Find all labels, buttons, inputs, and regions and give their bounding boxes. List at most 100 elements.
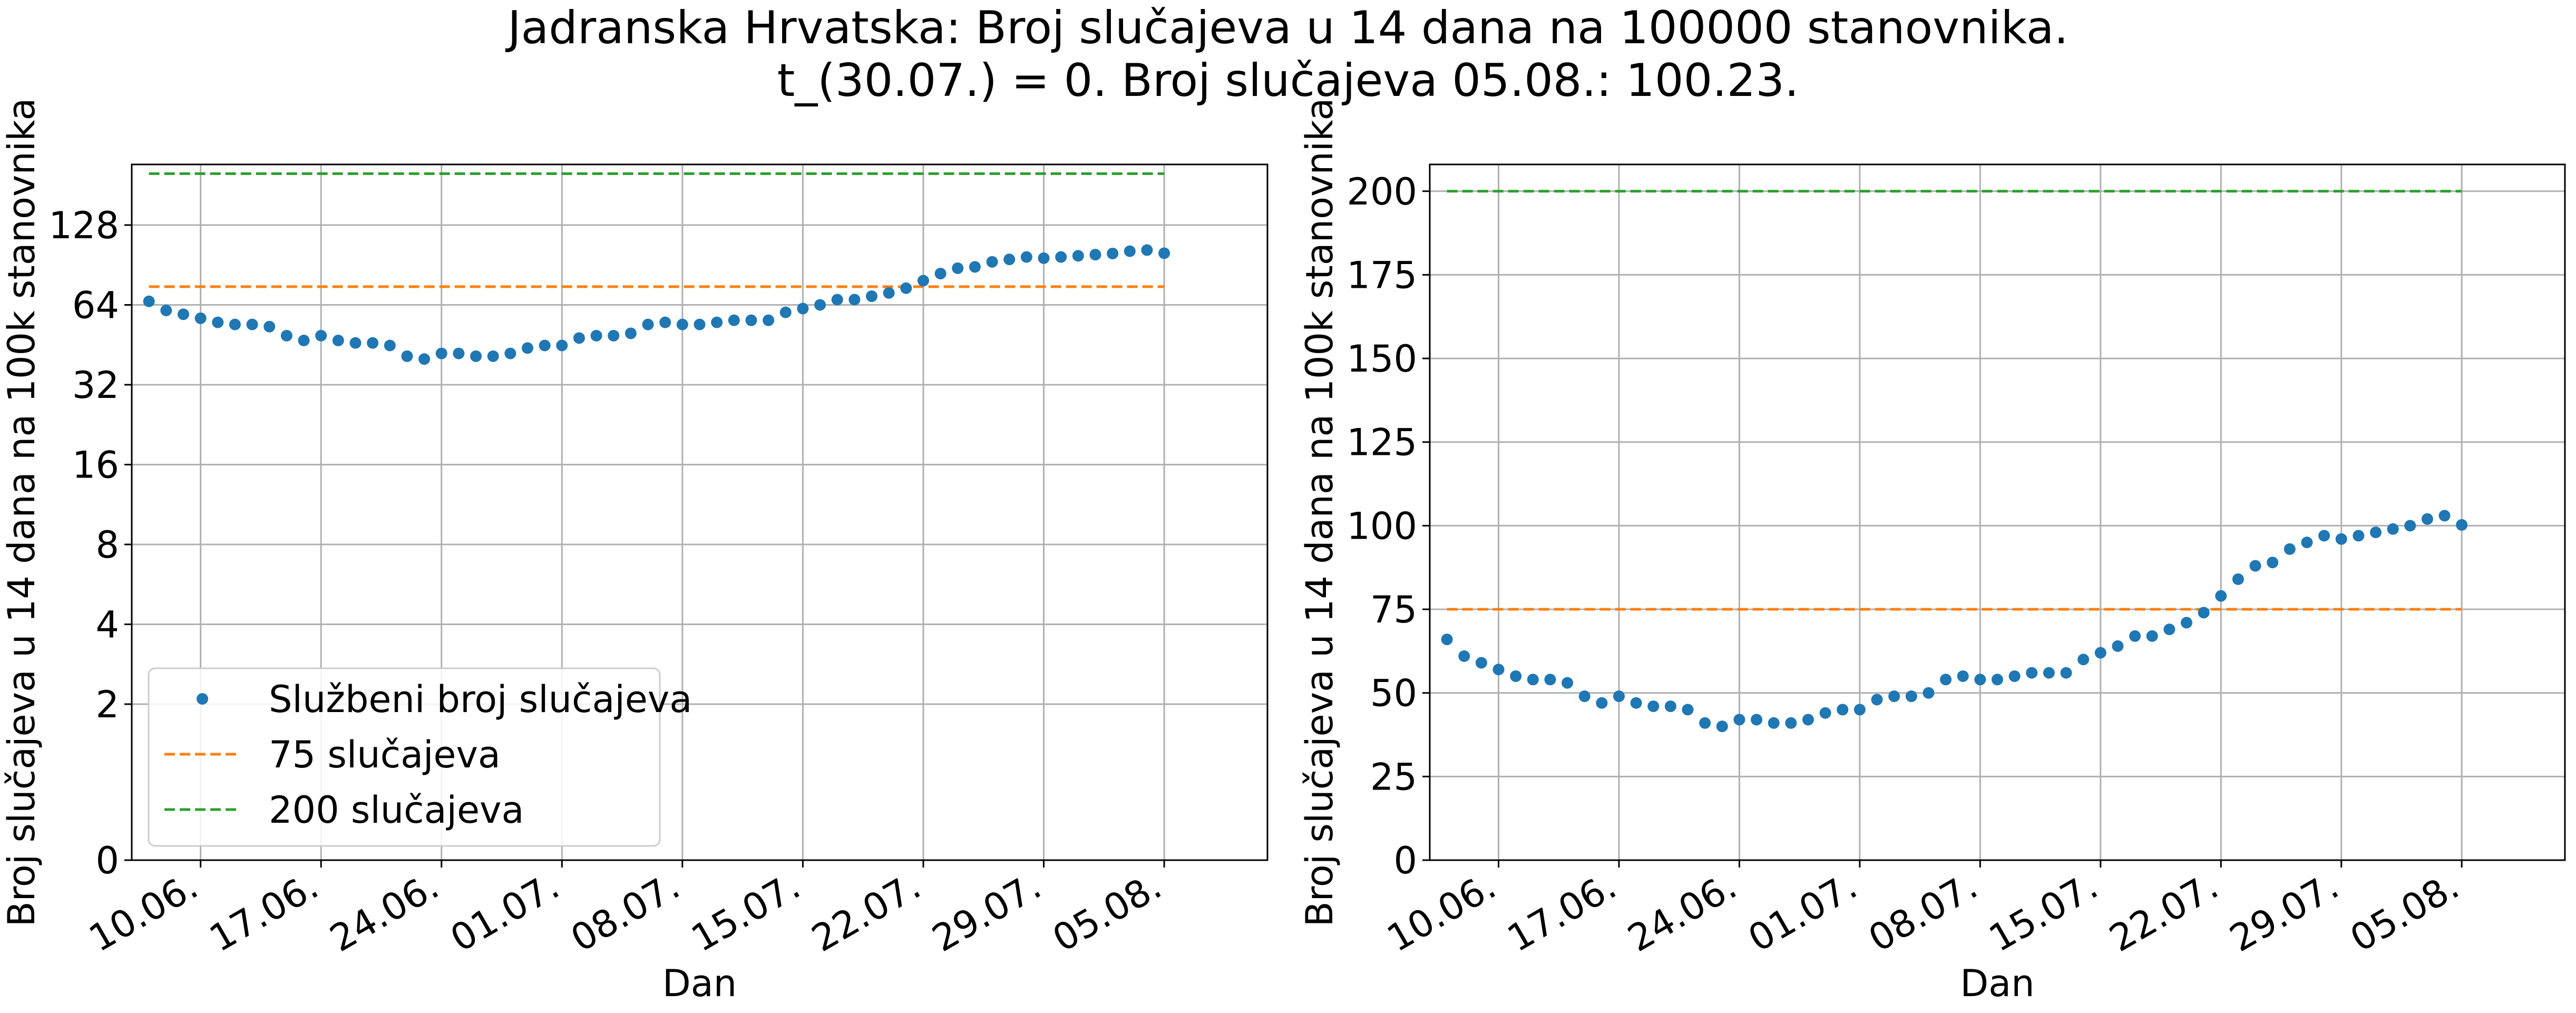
data-point	[1562, 677, 1574, 689]
data-point	[2215, 590, 2227, 602]
y-tick-label: 16	[72, 444, 119, 487]
data-point	[1905, 690, 1917, 703]
y-tick-label: 0	[1393, 839, 1417, 882]
data-point	[814, 299, 826, 311]
data-point	[1974, 674, 1986, 686]
legend-entry-200-label: 200 slučajeva	[269, 788, 524, 832]
data-point	[831, 294, 843, 306]
data-point	[1158, 247, 1170, 259]
data-point	[2094, 647, 2106, 659]
data-point	[418, 353, 431, 365]
data-point	[1871, 694, 1883, 706]
data-point	[2146, 630, 2158, 642]
y-tick-label: 150	[1346, 337, 1417, 381]
data-point	[1544, 674, 1556, 686]
data-point	[160, 304, 172, 316]
data-point	[900, 282, 912, 294]
data-point	[401, 350, 413, 362]
data-point	[2456, 519, 2468, 531]
y-tick-label: 4	[95, 603, 119, 647]
data-point	[711, 316, 723, 328]
data-point	[1578, 690, 1591, 703]
data-point	[212, 316, 224, 328]
data-point	[1819, 707, 1831, 719]
data-point	[1957, 670, 1969, 682]
data-point	[332, 334, 344, 346]
y-tick-label: 8	[95, 523, 119, 567]
data-point	[521, 342, 533, 354]
data-point	[2387, 523, 2399, 535]
data-point	[1888, 690, 1900, 703]
data-point	[779, 306, 792, 318]
data-point	[2318, 530, 2330, 542]
data-point	[745, 314, 757, 326]
y-tick-label: 32	[72, 364, 119, 407]
data-point	[883, 287, 895, 299]
data-point	[1475, 657, 1487, 669]
data-point	[1699, 717, 1711, 729]
data-point	[917, 275, 929, 287]
data-point	[194, 312, 207, 324]
data-point	[1072, 250, 1084, 262]
data-point	[2249, 560, 2261, 572]
data-point	[367, 337, 379, 349]
data-point	[1733, 714, 1745, 726]
legend-entry-points-label: Službeni broj slučajeva	[269, 678, 692, 721]
data-point	[2370, 527, 2382, 539]
data-point	[556, 339, 568, 352]
data-point	[384, 339, 396, 352]
data-point	[2026, 667, 2038, 679]
data-point	[2077, 654, 2090, 666]
figure-title-line2: t_(30.07.) = 0. Broj slučajeva 05.08.: 1…	[777, 54, 1799, 107]
data-point	[2043, 667, 2055, 679]
data-point	[1613, 690, 1625, 703]
data-point	[453, 347, 465, 359]
data-point	[1458, 650, 1470, 662]
data-point	[1664, 700, 1676, 713]
data-point	[1768, 717, 1780, 729]
data-point	[539, 339, 551, 352]
data-point	[952, 262, 964, 274]
legend-box	[148, 667, 661, 847]
y-axis-label: Broj slučajeva u 14 dana na 100k stanovn…	[1298, 98, 1341, 927]
data-point	[2301, 537, 2313, 549]
y-tick-label: 64	[72, 284, 119, 327]
y-tick-label: 50	[1370, 672, 1417, 715]
data-point	[2284, 543, 2296, 555]
data-point	[2198, 607, 2210, 619]
data-point	[349, 337, 362, 349]
data-point	[2267, 557, 2279, 569]
data-point	[1853, 704, 1866, 716]
data-point	[1923, 687, 1935, 699]
y-tick-label: 75	[1370, 588, 1417, 631]
data-point	[2112, 640, 2124, 652]
axes-frame	[1429, 163, 2566, 861]
data-point	[177, 308, 189, 320]
data-point	[1716, 720, 1728, 733]
data-point	[2129, 630, 2141, 642]
data-point	[1055, 251, 1067, 263]
y-tick-label: 125	[1346, 421, 1417, 464]
data-point	[487, 350, 499, 362]
data-point	[1141, 244, 1153, 256]
data-point	[1020, 251, 1032, 263]
data-point	[1107, 247, 1119, 259]
y-tick-label: 25	[1370, 755, 1417, 798]
data-point	[969, 261, 981, 273]
data-point	[2421, 513, 2433, 525]
data-point	[1940, 674, 1952, 686]
data-point	[2181, 617, 2192, 629]
x-axis-label: Dan	[662, 962, 737, 1005]
data-point	[934, 268, 947, 280]
y-tick-label: 200	[1346, 170, 1417, 213]
data-point	[2335, 533, 2347, 545]
data-point	[1038, 252, 1050, 264]
data-point	[866, 290, 878, 303]
data-point	[1441, 634, 1453, 646]
data-point	[728, 314, 740, 326]
y-tick-label: 128	[48, 204, 119, 247]
y-tick-label: 175	[1346, 254, 1417, 297]
figure-title-line1: Jadranska Hrvatska: Broj slučajeva u 14 …	[505, 2, 2068, 54]
x-axis-label: Dan	[1960, 962, 2034, 1005]
